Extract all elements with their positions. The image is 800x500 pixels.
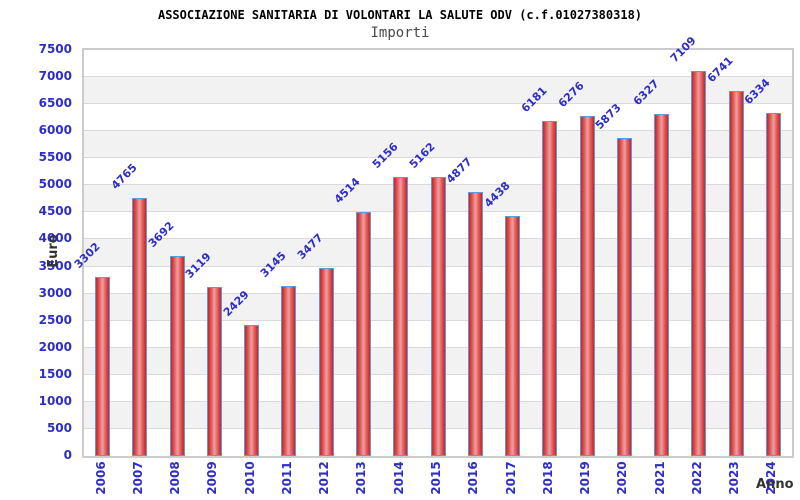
x-tick-label: 2008: [168, 461, 183, 495]
y-tick-label: 1000: [38, 393, 72, 408]
y-tick-label: 6000: [38, 123, 72, 138]
x-tick-label: 2009: [205, 461, 220, 495]
x-tick-label: 2010: [242, 461, 257, 495]
grid-band: [84, 104, 792, 132]
x-tick-label: 2022: [689, 461, 704, 495]
bar: [728, 91, 744, 456]
y-tick-label: 2500: [38, 312, 72, 327]
x-tick-label: 2015: [429, 461, 443, 495]
bar: [132, 198, 148, 456]
x-tick-label: 2013: [354, 461, 369, 495]
bar: [318, 267, 334, 456]
bar: [206, 287, 222, 456]
grid-band: [84, 50, 792, 78]
bar: [579, 116, 595, 456]
y-tick-label: 500: [46, 420, 72, 435]
y-tick-label: 6500: [38, 96, 72, 111]
x-tick-label: 2017: [503, 461, 518, 495]
bar: [281, 285, 297, 456]
bar: [691, 71, 707, 456]
x-tick-label: 2014: [391, 461, 406, 495]
y-tick-label: 4500: [38, 204, 72, 219]
grid-band: [84, 77, 792, 105]
bar: [95, 277, 111, 456]
bar: [542, 121, 558, 456]
gridline: [84, 130, 792, 131]
y-axis-title: Euro: [46, 234, 61, 268]
y-tick-label: 3000: [38, 285, 72, 300]
bar: [765, 113, 781, 456]
gridline: [84, 103, 792, 104]
bar: [467, 192, 483, 456]
x-tick-label: 2006: [93, 461, 108, 495]
x-tick-label: 2011: [279, 461, 294, 495]
y-tick-label: 5000: [38, 177, 72, 192]
bar: [244, 324, 260, 456]
bar: [505, 215, 521, 456]
x-tick-label: 2023: [727, 461, 742, 495]
x-tick-label: 2019: [578, 461, 593, 495]
y-tick-label: 4000: [38, 231, 72, 246]
x-tick-label: 2012: [317, 461, 332, 495]
y-tick-label: 7000: [38, 69, 72, 84]
gridline: [84, 157, 792, 158]
x-tick-label: 2020: [615, 461, 630, 495]
gridline: [84, 76, 792, 77]
bar: [393, 176, 409, 456]
y-tick-label: 0: [63, 448, 72, 462]
y-tick-label: 2000: [38, 339, 72, 354]
x-tick-label: 2007: [130, 461, 145, 495]
bar: [616, 138, 632, 456]
x-axis-title: Anno: [756, 477, 794, 492]
chart-title: ASSOCIAZIONE SANITARIA DI VOLONTARI LA S…: [157, 8, 643, 22]
y-tick-label: 7500: [38, 42, 72, 56]
y-tick-label: 5500: [38, 150, 72, 165]
x-tick-label: 2016: [466, 461, 481, 495]
plot-area: 3302 4765 3692 3119 2429 3145 3477 4514 5156 5162…: [71, 34, 794, 458]
chart-subtitle: Importi: [370, 25, 430, 41]
x-tick-label: 2018: [540, 461, 555, 495]
bar: [169, 256, 185, 456]
bar: [430, 176, 446, 456]
y-tick-label: 1500: [38, 366, 72, 381]
bar: [654, 113, 670, 456]
y-tick-label: 3500: [38, 258, 72, 273]
x-tick-label: 2021: [652, 461, 667, 495]
grid-band: [84, 131, 792, 159]
bar: [355, 211, 371, 456]
